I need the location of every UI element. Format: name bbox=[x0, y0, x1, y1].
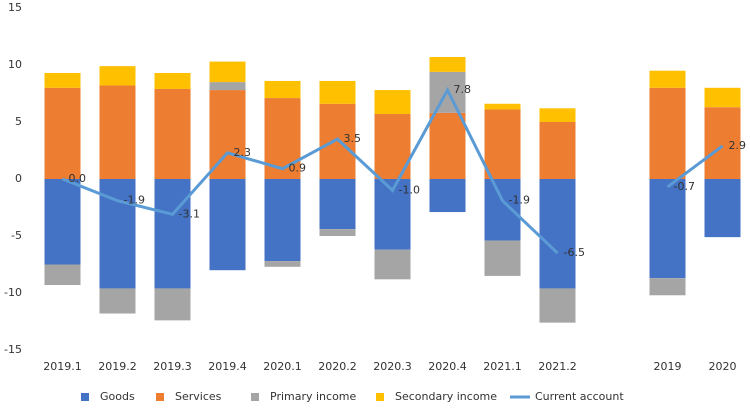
x-tick-label: 2020 bbox=[709, 360, 737, 373]
bar bbox=[704, 179, 741, 238]
bar bbox=[209, 82, 246, 91]
bar bbox=[154, 179, 191, 289]
y-tick-label: 0 bbox=[15, 172, 22, 185]
data-label: -6.5 bbox=[564, 246, 585, 259]
data-label: -1.0 bbox=[399, 183, 420, 196]
bar bbox=[319, 80, 356, 104]
x-tick-label: 2020.3 bbox=[373, 360, 412, 373]
x-tick-label: 2021.1 bbox=[483, 360, 522, 373]
legend-swatch bbox=[251, 393, 259, 401]
bar bbox=[319, 103, 356, 179]
y-tick-label: -15 bbox=[4, 343, 22, 356]
x-tick-label: 2021.2 bbox=[538, 360, 577, 373]
bar bbox=[374, 249, 411, 280]
legend-label: Primary income bbox=[270, 390, 357, 403]
legend-label: Services bbox=[175, 390, 222, 403]
data-label: -1.9 bbox=[509, 194, 530, 207]
bar bbox=[649, 278, 686, 296]
bar bbox=[539, 122, 576, 179]
bar bbox=[209, 61, 246, 83]
bar bbox=[374, 90, 411, 115]
data-label: -1.9 bbox=[124, 194, 145, 207]
bar bbox=[539, 179, 576, 289]
bar bbox=[264, 80, 301, 99]
bar bbox=[99, 288, 136, 314]
bar bbox=[44, 87, 81, 179]
bar bbox=[429, 179, 466, 213]
bar bbox=[99, 66, 136, 86]
legend-swatch bbox=[81, 393, 89, 401]
y-tick-label: -5 bbox=[11, 229, 22, 242]
x-tick-label: 2019.4 bbox=[208, 360, 247, 373]
bar bbox=[264, 261, 301, 267]
bar bbox=[209, 179, 246, 271]
bar bbox=[154, 72, 191, 89]
bar bbox=[649, 179, 686, 279]
data-label: -0.7 bbox=[674, 180, 695, 193]
bar bbox=[539, 108, 576, 122]
bar bbox=[264, 179, 301, 262]
data-label: 0.9 bbox=[289, 162, 307, 175]
x-tick-label: 2019 bbox=[654, 360, 682, 373]
y-tick-label: 15 bbox=[8, 1, 22, 14]
x-tick-label: 2019.3 bbox=[153, 360, 192, 373]
x-tick-label: 2020.4 bbox=[428, 360, 467, 373]
bar bbox=[484, 109, 521, 179]
legend-swatch bbox=[376, 393, 384, 401]
bar bbox=[484, 103, 521, 110]
x-tick-label: 2020.1 bbox=[263, 360, 302, 373]
y-tick-label: -10 bbox=[4, 286, 22, 299]
x-tick-label: 2019.1 bbox=[43, 360, 82, 373]
bar bbox=[484, 240, 521, 276]
y-tick-label: 5 bbox=[15, 115, 22, 128]
legend-swatch bbox=[156, 393, 164, 401]
data-label: 3.5 bbox=[344, 132, 362, 145]
data-label: 2.9 bbox=[729, 139, 747, 152]
data-label: 0.0 bbox=[69, 172, 87, 185]
bar bbox=[649, 87, 686, 179]
bar bbox=[704, 107, 741, 179]
bar bbox=[44, 264, 81, 286]
x-tick-label: 2020.2 bbox=[318, 360, 357, 373]
bar bbox=[484, 179, 521, 241]
bar bbox=[154, 88, 191, 179]
bar bbox=[429, 112, 466, 179]
legend-label: Goods bbox=[100, 390, 135, 403]
line bbox=[61, 86, 724, 255]
x-tick-label: 2019.2 bbox=[98, 360, 137, 373]
data-label: 7.8 bbox=[454, 83, 472, 96]
bar bbox=[154, 288, 191, 321]
bar bbox=[99, 85, 136, 179]
bar bbox=[429, 57, 466, 72]
legend-label: Current account bbox=[535, 390, 624, 403]
y-tick-label: 10 bbox=[8, 58, 22, 71]
bar bbox=[319, 179, 356, 230]
bar bbox=[44, 72, 81, 88]
data-label: -3.1 bbox=[179, 207, 200, 220]
legend-label: Secondary income bbox=[395, 390, 497, 403]
bar bbox=[44, 179, 81, 265]
bar bbox=[539, 288, 576, 323]
bar bbox=[649, 70, 686, 88]
bar bbox=[319, 229, 356, 236]
bar bbox=[704, 87, 741, 108]
data-label: 2.3 bbox=[234, 146, 252, 159]
